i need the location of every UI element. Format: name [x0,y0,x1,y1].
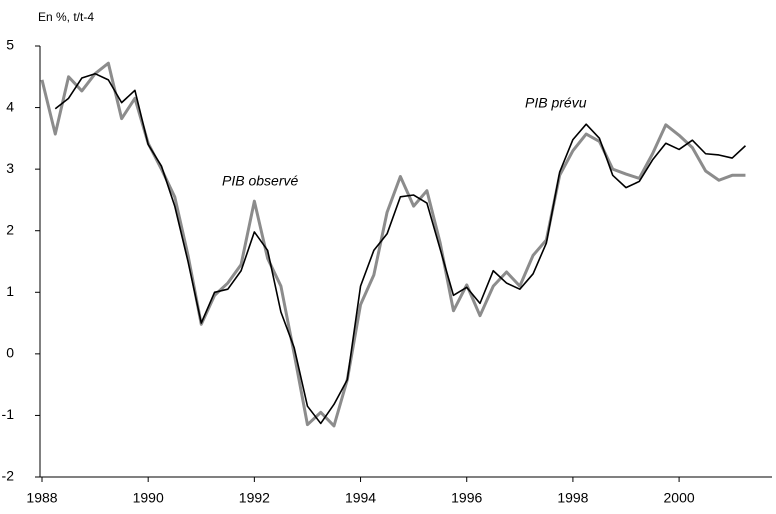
series-line [54,72,746,425]
annotation: PIB prévu [525,95,587,111]
y-tick-label: 1 [6,283,14,299]
x-tick-label: 2000 [664,490,695,506]
y-tick-label: 2 [6,221,14,237]
x-tick-label: 1994 [345,490,376,506]
x-tick-label: 1992 [239,490,270,506]
y-tick-label: -1 [2,406,15,422]
y-tick-label: 0 [6,345,14,361]
x-tick-label: 1990 [133,490,164,506]
x-tick-label: 1988 [26,490,57,506]
y-axis-label: En %, t/t-4 [38,10,94,24]
x-tick-label: 1998 [557,490,588,506]
y-tick-label: 5 [6,37,14,53]
x-tick-label: 1996 [451,490,482,506]
series-line [40,61,746,428]
y-tick-label: 3 [6,160,14,176]
y-tick-label: -2 [2,468,15,484]
annotation: PIB observé [222,173,298,189]
y-tick-label: 4 [6,98,14,114]
